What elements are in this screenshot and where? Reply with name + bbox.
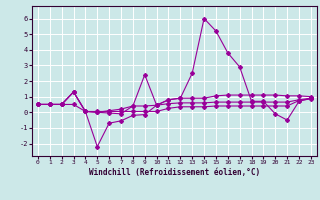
X-axis label: Windchill (Refroidissement éolien,°C): Windchill (Refroidissement éolien,°C) [89,168,260,177]
